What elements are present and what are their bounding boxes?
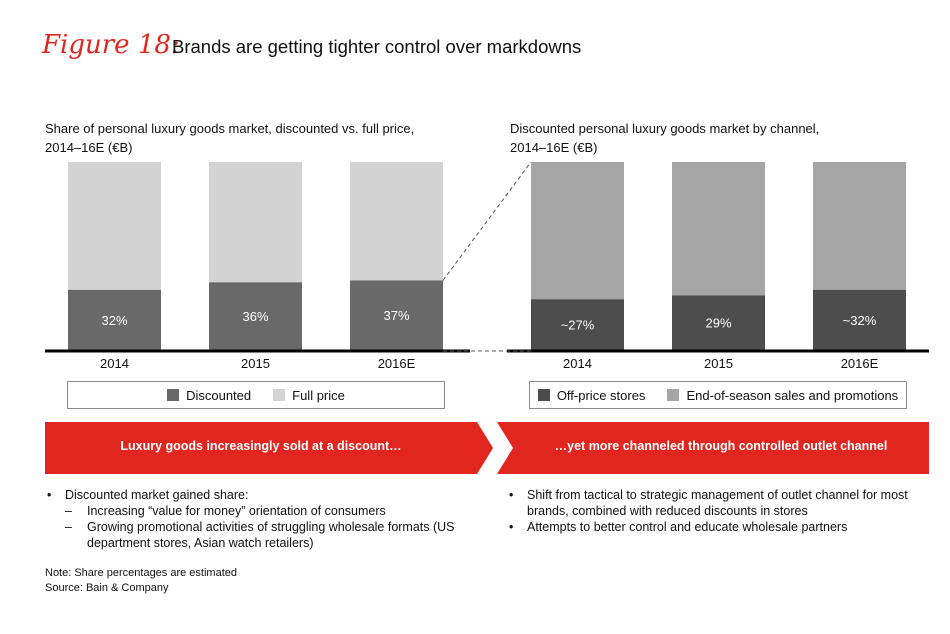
left-bar-2014-discounted: [68, 289, 161, 350]
right-bar-2014-off-price-stores: [531, 299, 624, 350]
zoom-connector-top: [442, 161, 532, 281]
right-banner-arrow: [497, 422, 929, 474]
legend-item-off-price: Off-price stores: [537, 387, 646, 403]
left-legend: Discounted Full price: [67, 381, 445, 409]
right-bullet-1: Shift from tactical to strategic managem…: [507, 487, 922, 519]
right-data-label-2015: 29%: [705, 316, 731, 331]
notes: Note: Share percentages are estimated So…: [45, 566, 237, 596]
right-chart-title-line-1: Discounted personal luxury goods market …: [510, 121, 820, 136]
right-chart-title-line-2: 2014–16E (€B): [510, 140, 598, 155]
legend-item-end-of-season: End-of-season sales and promotions: [667, 388, 898, 403]
left-bar-2014-full-price: [68, 162, 161, 290]
left-chart-title-line-1: Share of personal luxury goods market, d…: [45, 121, 415, 136]
legend-label-discounted: Discounted: [186, 387, 252, 403]
right-bar-2016e-end-of-season-sales-and-promotions: [813, 162, 906, 290]
left-chart-title-line-2: 2014–16E (€B): [45, 140, 133, 155]
legend-label-off-price: Off-price stores: [556, 387, 646, 403]
right-banner-text: …yet more channeled through controlled o…: [554, 439, 888, 453]
figure-title: Brands are getting tighter control over …: [172, 36, 582, 57]
right-bar-2015-off-price-stores: [672, 295, 765, 350]
left-banner-text: Luxury goods increasingly sold at a disc…: [120, 439, 402, 453]
left-tick-label-2016e: 2016E: [378, 356, 416, 371]
right-bullets: Shift from tactical to strategic managem…: [507, 487, 922, 535]
left-bar-2016e-discounted: [350, 280, 443, 350]
right-bullet-2: Attempts to better control and educate w…: [507, 519, 922, 535]
note-text: Note: Share percentages are estimated: [45, 567, 238, 579]
legend-label-full-price: Full price: [292, 387, 345, 403]
discounted-swatch: [167, 389, 180, 401]
left-bullets: Discounted market gained share: Increasi…: [45, 487, 465, 551]
right-data-label-2016e: ~32%: [843, 313, 877, 328]
left-bar-2016e-full-price: [350, 162, 443, 281]
left-chart-title: Share of personal luxury goods market, d…: [45, 119, 414, 157]
left-tick-label-2015: 2015: [241, 356, 270, 371]
left-bullet-main: Discounted market gained share:: [45, 487, 465, 503]
left-bar-2015-discounted: [209, 282, 302, 350]
off-price-swatch: [537, 389, 550, 401]
left-data-label-2015: 36%: [242, 309, 268, 324]
right-tick-label-2016e: 2016E: [841, 356, 879, 371]
source-text: Source: Bain & Company: [45, 582, 169, 594]
right-chart-title: Discounted personal luxury goods market …: [510, 119, 819, 157]
figure-label: Figure 18:: [42, 30, 180, 60]
legend-label-end-of-season: End-of-season sales and promotions: [686, 387, 899, 403]
legend-item-discounted: Discounted: [167, 388, 251, 403]
right-legend: Off-price stores End-of-season sales and…: [529, 381, 907, 409]
right-bar-2014-end-of-season-sales-and-promotions: [531, 162, 624, 300]
left-tick-label-2014: 2014: [100, 356, 129, 371]
end-of-season-swatch: [667, 389, 680, 401]
legend-item-full-price: Full price: [273, 388, 345, 403]
right-bar-2015-end-of-season-sales-and-promotions: [672, 162, 765, 296]
left-banner-arrow: [45, 422, 493, 474]
left-bar-2015-full-price: [209, 162, 302, 283]
right-data-label-2014: ~27%: [561, 318, 595, 333]
right-tick-label-2015: 2015: [704, 356, 733, 371]
left-data-label-2016e: 37%: [383, 308, 409, 323]
full-price-swatch: [273, 389, 286, 401]
left-data-label-2014: 32%: [101, 313, 127, 328]
right-bar-2016e-off-price-stores: [813, 289, 906, 350]
right-tick-label-2014: 2014: [563, 356, 592, 371]
left-sub-bullet-1: Increasing “value for money” orientation…: [45, 503, 465, 519]
left-sub-bullet-2: Growing promotional activities of strugg…: [45, 519, 465, 551]
